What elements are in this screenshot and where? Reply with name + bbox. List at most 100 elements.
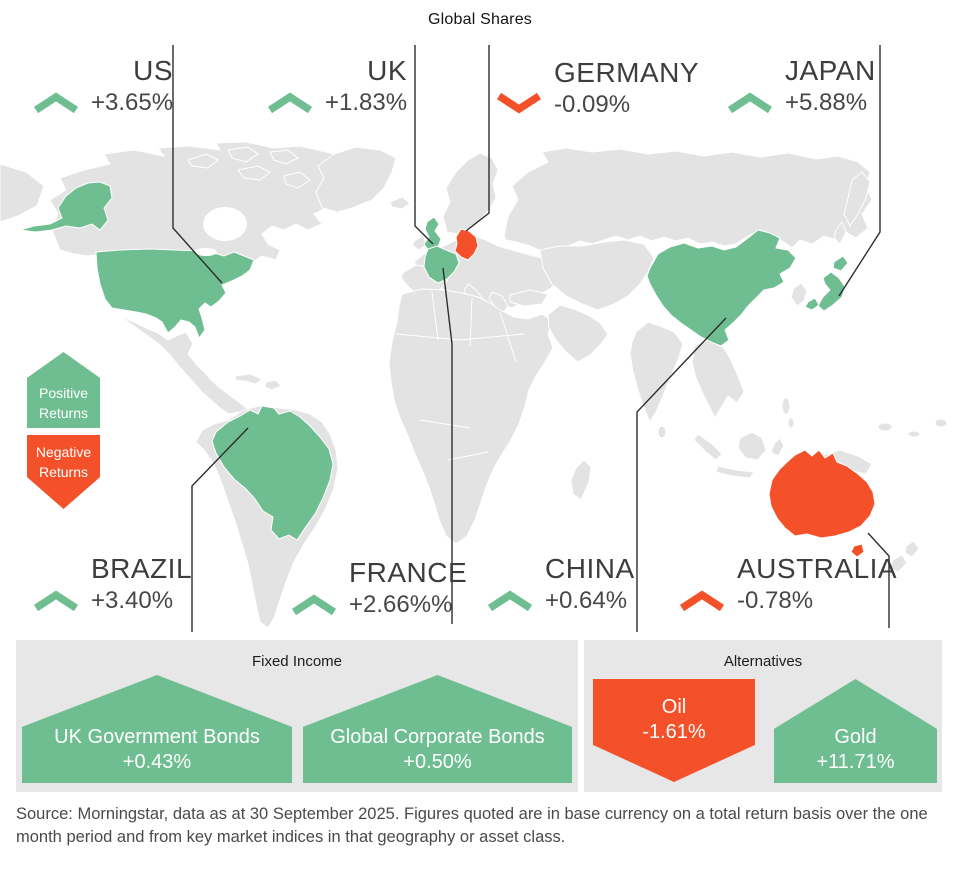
map-africa-borders — [395, 291, 525, 461]
callout-line-japan — [838, 45, 881, 297]
callout-line-uk — [414, 45, 434, 245]
map-arctic-island — [237, 165, 271, 181]
map-java — [715, 465, 755, 479]
country-label-china: CHINA +0.64% — [487, 552, 635, 616]
map-japan-hokkaido — [832, 255, 849, 272]
asset-return: -1.61% — [642, 721, 706, 743]
country-name: US — [133, 55, 174, 86]
chevron-up-icon — [33, 92, 79, 113]
country-name: CHINA — [545, 553, 635, 584]
country-label-france: FRANCE +2.66%% — [291, 556, 467, 620]
country-label-us: US +3.65% — [33, 54, 173, 118]
chevron-up-icon — [727, 92, 773, 113]
chevron-up-icon — [33, 590, 79, 611]
map-tasmania — [850, 543, 865, 558]
uk-government-bonds-shape: UK Government Bonds +0.43% — [22, 675, 292, 783]
map-madagascar — [570, 459, 592, 501]
map-borneo — [737, 431, 767, 461]
map-japan-honshu — [817, 271, 846, 312]
map-greenland — [315, 146, 397, 213]
country-name: BRAZIL — [91, 553, 193, 584]
map-hispaniola — [264, 379, 282, 391]
callout-lines — [172, 45, 890, 632]
map-arctic-island — [269, 149, 299, 165]
map-pacific-island — [877, 422, 893, 432]
asset-name: UK Government Bonds — [54, 726, 260, 748]
map-ireland — [411, 235, 428, 251]
legend-negative-line2: Returns — [38, 464, 89, 480]
map-korea — [790, 282, 808, 307]
country-name: GERMANY — [554, 57, 700, 88]
map-sulawesi — [770, 437, 785, 457]
country-label-brazil: BRAZIL +3.40% — [33, 552, 192, 616]
country-return: +0.64% — [545, 587, 628, 614]
map-iceland — [389, 196, 411, 210]
map-arctic-island — [187, 153, 219, 169]
callout-line-france — [442, 267, 453, 624]
chevron-up-icon — [267, 92, 313, 113]
callout-line-australia — [867, 532, 890, 628]
map-great-lakes — [195, 248, 217, 256]
chevron-down-icon — [496, 93, 542, 114]
map-russia-asia — [503, 147, 873, 253]
map-philippines — [787, 417, 795, 429]
country-label-germany: GERMANY -0.09% — [496, 56, 699, 120]
fixed-income-panel: Fixed Income UK Government Bonds +0.43% … — [16, 640, 578, 792]
country-return: -0.09% — [554, 91, 631, 118]
map-hudson-bay — [203, 207, 247, 241]
asset-name: Oil — [661, 696, 687, 718]
map-brazil — [211, 405, 334, 541]
legend-negative-line1: Negative — [35, 444, 92, 460]
map-new-zealand-north — [904, 540, 920, 558]
country-name: UK — [367, 55, 408, 86]
alternatives-title: Alternatives — [723, 653, 803, 670]
country-return: +1.83% — [325, 89, 408, 116]
oil-shape: Oil -1.61% — [593, 679, 755, 782]
map-kamchatka — [843, 171, 871, 227]
country-name: JAPAN — [785, 55, 876, 86]
map-india — [629, 321, 684, 424]
map-sakhalin — [833, 220, 847, 245]
map-australia — [768, 449, 876, 539]
country-return: +5.88% — [785, 89, 868, 116]
source-note: Source: Morningstar, data as at 30 Septe… — [16, 805, 928, 846]
map-siberia-west-edge — [0, 163, 45, 223]
callout-line-brazil — [191, 427, 249, 632]
map-cuba — [234, 373, 263, 385]
page-title: Global Shares — [428, 11, 532, 28]
map-indochina — [691, 339, 745, 420]
map-land-group — [0, 141, 948, 629]
legend-positive-returns: Positive Returns — [27, 352, 100, 428]
map-sri-lanka — [657, 425, 667, 439]
callout-line-china — [636, 317, 727, 632]
map-united-kingdom — [423, 216, 442, 252]
chevron-up-icon — [291, 594, 337, 615]
asset-return: +0.50% — [403, 751, 472, 773]
legend-positive-line1: Positive — [38, 385, 89, 401]
map-arabia — [547, 304, 609, 363]
global-corporate-bonds-shape: Global Corporate Bonds +0.50% — [303, 675, 572, 783]
map-scandinavia — [442, 152, 499, 235]
asset-return: +0.43% — [122, 751, 192, 773]
map-turkey — [509, 289, 549, 307]
country-name: FRANCE — [349, 557, 468, 588]
legend-negative-returns: Negative Returns — [27, 435, 100, 509]
callout-line-us — [172, 45, 223, 284]
country-return: +3.65% — [91, 89, 174, 116]
chevron-up-icon — [679, 590, 725, 611]
map-japan-kyushu — [804, 297, 820, 311]
alternatives-panel: Alternatives Oil -1.61% Gold +11.71% — [584, 640, 942, 792]
map-pacific-island — [907, 430, 921, 438]
map-arctic-island — [227, 146, 259, 163]
legend-positive-line2: Returns — [38, 405, 89, 421]
country-label-australia: AUSTRALIA -0.78% — [679, 552, 897, 616]
country-return: +3.40% — [91, 587, 174, 614]
chevron-up-icon — [487, 590, 533, 611]
fixed-income-title: Fixed Income — [251, 653, 343, 670]
map-sumatra — [693, 433, 723, 461]
callout-line-germany — [465, 45, 490, 232]
map-africa — [388, 288, 554, 545]
asset-return: +11.71% — [816, 751, 895, 773]
country-label-japan: JAPAN +5.88% — [727, 54, 876, 118]
